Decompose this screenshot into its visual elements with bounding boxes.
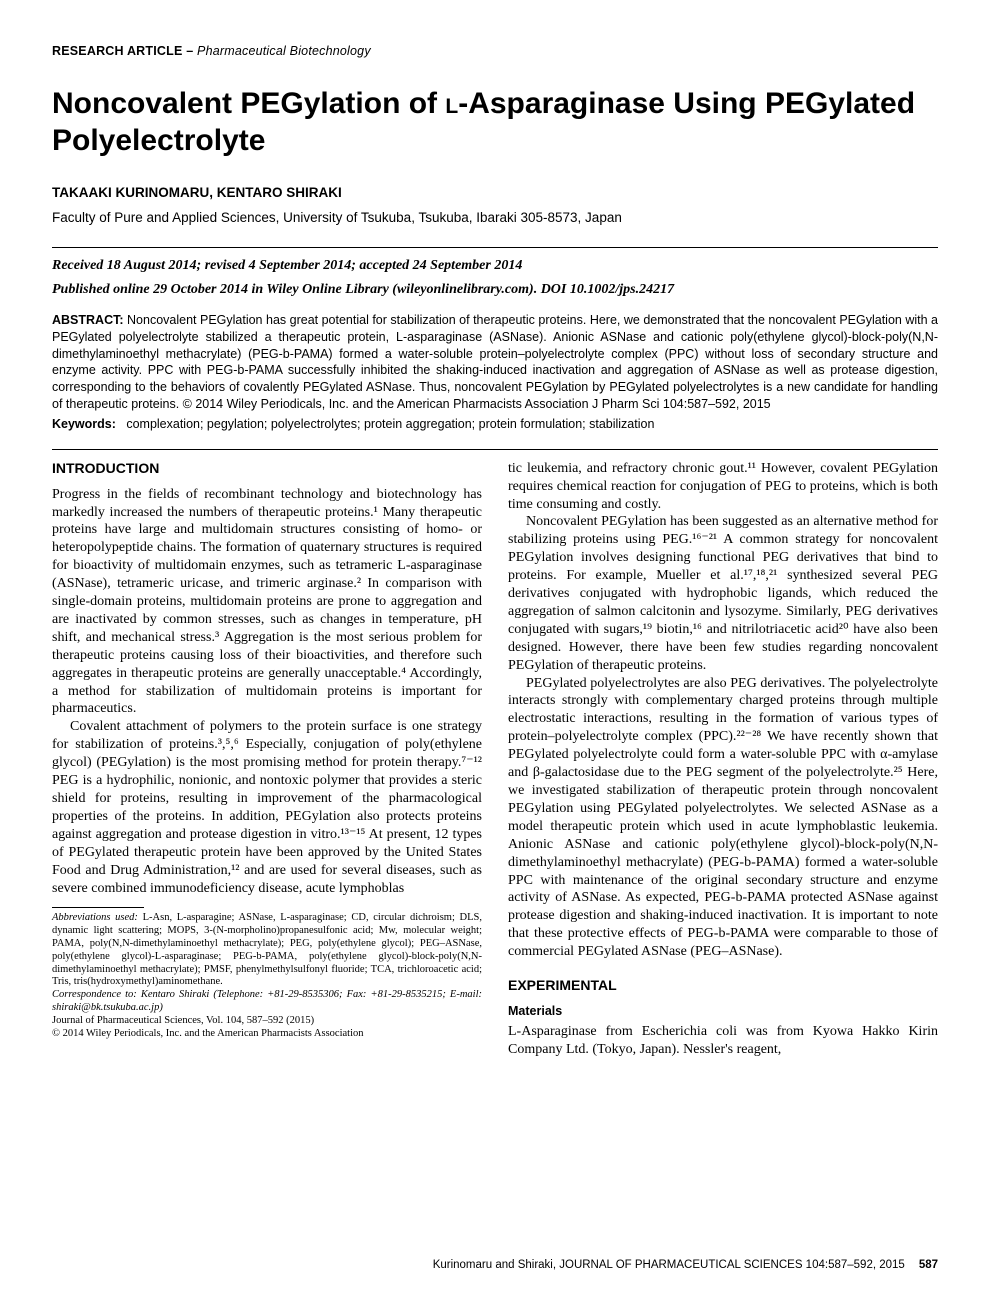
materials-para-1: L-Asparaginase from Escherichia coli was…	[508, 1023, 938, 1059]
subsection-head-materials: Materials	[508, 1003, 938, 1019]
rule-after-abstract	[52, 449, 938, 450]
col2-para-3: PEGylated polyelectrolytes are also PEG …	[508, 675, 938, 962]
intro-para-1: Progress in the fields of recombinant te…	[52, 486, 482, 719]
keywords-body: complexation; pegylation; polyelectrolyt…	[126, 417, 654, 431]
footnote-rule	[52, 907, 144, 908]
footnote-block: Abbreviations used: L-Asn, L-asparagine;…	[52, 907, 482, 1040]
abstract: ABSTRACT: Noncovalent PEGylation has gre…	[52, 312, 938, 413]
abstract-head: ABSTRACT:	[52, 313, 124, 327]
smallcaps-l: l	[445, 87, 458, 120]
running-header: RESEARCH ARTICLE – Pharmaceutical Biotec…	[52, 44, 938, 58]
keywords: Keywords: complexation; pegylation; poly…	[52, 417, 938, 431]
header-label-italic: Pharmaceutical Biotechnology	[197, 44, 371, 58]
footnote-copyright: © 2014 Wiley Periodicals, Inc. and the A…	[52, 1028, 482, 1041]
footnote-corr-text: Correspondence to: Kentaro Shiraki (Tele…	[52, 989, 482, 1013]
section-head-experimental: EXPERIMENTAL	[508, 977, 938, 995]
footnote-abbrev-text: L-Asn, L-asparagine; ASNase, L-asparagin…	[52, 912, 482, 987]
two-column-body: INTRODUCTION Progress in the fields of r…	[52, 460, 938, 1168]
header-label-bold: RESEARCH ARTICLE –	[52, 44, 197, 58]
section-head-introduction: INTRODUCTION	[52, 460, 482, 478]
abstract-body: Noncovalent PEGylation has great potenti…	[52, 313, 938, 411]
affiliation: Faculty of Pure and Applied Sciences, Un…	[52, 210, 938, 225]
footer-right: Kurinomaru and Shiraki, JOURNAL OF PHARM…	[433, 1259, 905, 1271]
rule-top	[52, 247, 938, 248]
author-list: TAKAAKI KURINOMARU, KENTARO SHIRAKI	[52, 185, 938, 200]
footnote-correspondence: Correspondence to: Kentaro Shiraki (Tele…	[52, 989, 482, 1015]
col2-para-2: Noncovalent PEGylation has been suggeste…	[508, 513, 938, 674]
page-root: RESEARCH ARTICLE – Pharmaceutical Biotec…	[0, 0, 990, 1305]
footnote-abbrev: Abbreviations used: L-Asn, L-asparagine;…	[52, 912, 482, 989]
col2-para-1-cont: tic leukemia, and refractory chronic gou…	[508, 460, 938, 514]
footnote-journal: Journal of Pharmaceutical Sciences, Vol.…	[52, 1015, 482, 1028]
keywords-head: Keywords:	[52, 417, 116, 431]
article-dates: Received 18 August 2014; revised 4 Septe…	[52, 258, 938, 274]
page-footer: Kurinomaru and Shiraki, JOURNAL OF PHARM…	[52, 1259, 938, 1271]
published-online: Published online 29 October 2014 in Wile…	[52, 282, 938, 298]
intro-para-2: Covalent attachment of polymers to the p…	[52, 718, 482, 897]
footer-page-number: 587	[919, 1259, 938, 1271]
article-title: Noncovalent PEGylation of l-Asparaginase…	[52, 86, 938, 159]
